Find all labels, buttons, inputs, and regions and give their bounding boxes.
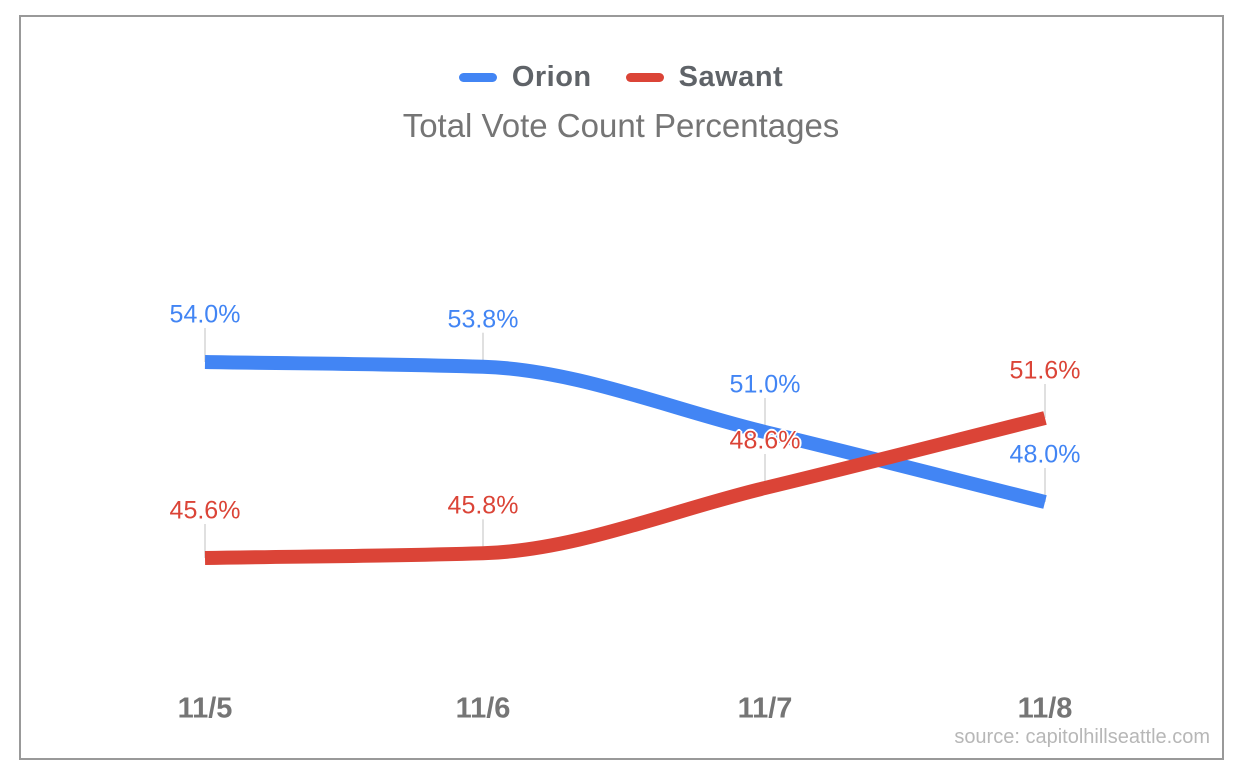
- annotation-sawant-11-5: 45.6%: [169, 496, 241, 525]
- annotation-orion-11-8: 48.0%: [1009, 440, 1081, 469]
- legend-item-label: Orion: [511, 60, 592, 93]
- x-axis-label: 11/6: [455, 692, 511, 725]
- annotation-sawant-11-6: 45.8%: [447, 491, 519, 520]
- x-axis-label: 11/8: [1017, 692, 1073, 725]
- series-lines: [204, 355, 1047, 565]
- legend-swatch-icon: [625, 72, 664, 82]
- legend-item-label: Sawant: [678, 60, 784, 93]
- annotation-orion-11-6: 53.8%: [447, 305, 519, 334]
- annotation-sawant-11-7: 48.6%: [729, 426, 801, 455]
- legend-swatch-icon: [458, 72, 497, 82]
- series-line-orion[interactable]: [204, 355, 1047, 509]
- annotation-orion-11-5: 54.0%: [169, 300, 241, 329]
- legend-item-sawant[interactable]: Sawant: [625, 60, 784, 94]
- x-axis-label: 11/7: [737, 692, 793, 725]
- legend: Orion Sawant: [0, 60, 1242, 94]
- annotation-sawant-11-8: 51.6%: [1009, 356, 1081, 385]
- x-axis-label: 11/5: [177, 692, 233, 725]
- leader-lines: [204, 328, 1046, 558]
- annotation-orion-11-7: 51.0%: [729, 370, 801, 399]
- series-line-sawant[interactable]: [204, 411, 1047, 565]
- chart-title: Total Vote Count Percentages: [402, 107, 840, 144]
- source-credit: source: capitolhillseattle.com: [954, 726, 1210, 748]
- legend-item-orion[interactable]: Orion: [458, 60, 592, 94]
